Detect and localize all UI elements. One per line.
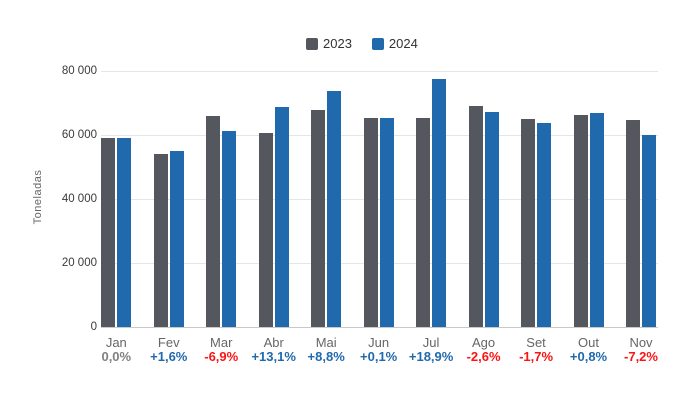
bar-group-nov: Nov -7,2%: [624, 71, 658, 364]
x-axis-line: [101, 327, 658, 328]
x-axis-label-jun: Jun: [368, 335, 390, 350]
change-label-jul: +18,9%: [408, 349, 454, 364]
bar-2024-mar: [222, 130, 237, 327]
y-axis-tick-label: 80 000: [61, 65, 97, 77]
x-axis-label-abr: Abr: [263, 335, 284, 350]
change-label-fev: +1,6%: [150, 349, 188, 364]
legend: 2023 2024: [306, 37, 418, 50]
change-label-ago: -2,6%: [466, 349, 501, 364]
bar-2023-set: [521, 119, 536, 327]
bar-2024-nov: [642, 135, 656, 327]
bar-2024-jan: [117, 137, 132, 327]
bar-group-mar: Mar -6,9%: [204, 71, 238, 364]
change-label-jun: +0,1%: [360, 349, 398, 364]
change-label-mai: +8,8%: [307, 349, 345, 364]
x-axis-label-set: Set: [526, 335, 546, 350]
change-label-jan: 0,0%: [101, 349, 132, 364]
bar-2024-jun: [379, 117, 394, 327]
legend-swatch-2023: [306, 37, 318, 50]
bar-2023-jan: [101, 137, 116, 327]
bar-group-ago: Ago -2,6%: [467, 71, 501, 364]
bar-2024-fev: [169, 151, 184, 327]
bar-2024-abr: [274, 107, 289, 327]
bar-2024-jul: [432, 79, 447, 327]
x-axis-label-ago: Ago: [472, 335, 496, 350]
bar-2023-jun: [363, 118, 378, 327]
change-label-mar: -6,9%: [204, 349, 239, 364]
change-label-set: -1,7%: [519, 349, 554, 364]
bar-2023-out: [573, 114, 588, 327]
change-label-abr: +13,1%: [251, 349, 296, 364]
legend-label-2023: 2023: [323, 36, 352, 51]
bar-2023-mai: [311, 110, 326, 327]
y-axis-tick-label: 20 000: [61, 257, 97, 269]
bar-2024-ago: [484, 112, 499, 327]
change-label-nov: -7,2%: [624, 349, 658, 364]
bar-2023-abr: [258, 132, 273, 327]
bar-group-jul: Jul +18,9%: [409, 71, 453, 364]
bar-group-set: Set -1,7%: [519, 71, 553, 364]
x-axis-label-nov: Nov: [629, 335, 653, 350]
legend-label-2024: 2024: [388, 36, 418, 51]
bar-2023-jul: [416, 118, 431, 327]
y-axis-tick-label: 60 000: [61, 129, 97, 141]
y-axis-tick-label: 0: [90, 321, 97, 333]
bar-2024-out: [589, 113, 604, 327]
x-axis-label-jul: Jul: [422, 335, 440, 350]
legend-item-2023[interactable]: 2023: [306, 37, 352, 50]
x-axis-label-jan: Jan: [105, 335, 127, 350]
plot-area: 80 000 60 000 40 000 20 000 0 Jan 0,0% Fev +1,6%…: [62, 65, 658, 364]
y-axis-title: Toneladas: [32, 169, 44, 225]
gridline: [101, 135, 658, 136]
gridline: [101, 263, 658, 264]
bar-2023-mar: [206, 116, 221, 327]
y-axis-tick-label: 40 000: [61, 193, 97, 205]
x-axis-label-fev: Fev: [157, 335, 180, 350]
bar-group-abr: Abr +13,1%: [251, 71, 296, 364]
bar-2024-mai: [327, 91, 342, 327]
legend-item-2024[interactable]: 2024: [371, 36, 418, 51]
bar-group-out: Out +0,8%: [570, 71, 607, 364]
bar-2023-ago: [468, 106, 483, 327]
gridline: [101, 71, 658, 72]
bar-group-fev: Fev +1,6%: [150, 71, 187, 364]
bar-2024-set: [537, 122, 552, 327]
bar-group-jan: Jan 0,0%: [101, 71, 132, 364]
bar-group-jun: Jun +0,1%: [360, 71, 397, 364]
change-label-out: +0,8%: [569, 349, 608, 364]
x-axis-label-out: Out: [578, 335, 599, 350]
gridline: [101, 199, 658, 200]
bar-2023-nov: [626, 120, 640, 327]
legend-swatch-2024: [371, 37, 384, 50]
x-axis-label-mar: Mar: [210, 335, 233, 350]
x-axis-label-mai: Mai: [315, 335, 337, 350]
bar-2023-fev: [153, 153, 168, 327]
bar-group-mai: Mai +8,8%: [308, 71, 345, 364]
